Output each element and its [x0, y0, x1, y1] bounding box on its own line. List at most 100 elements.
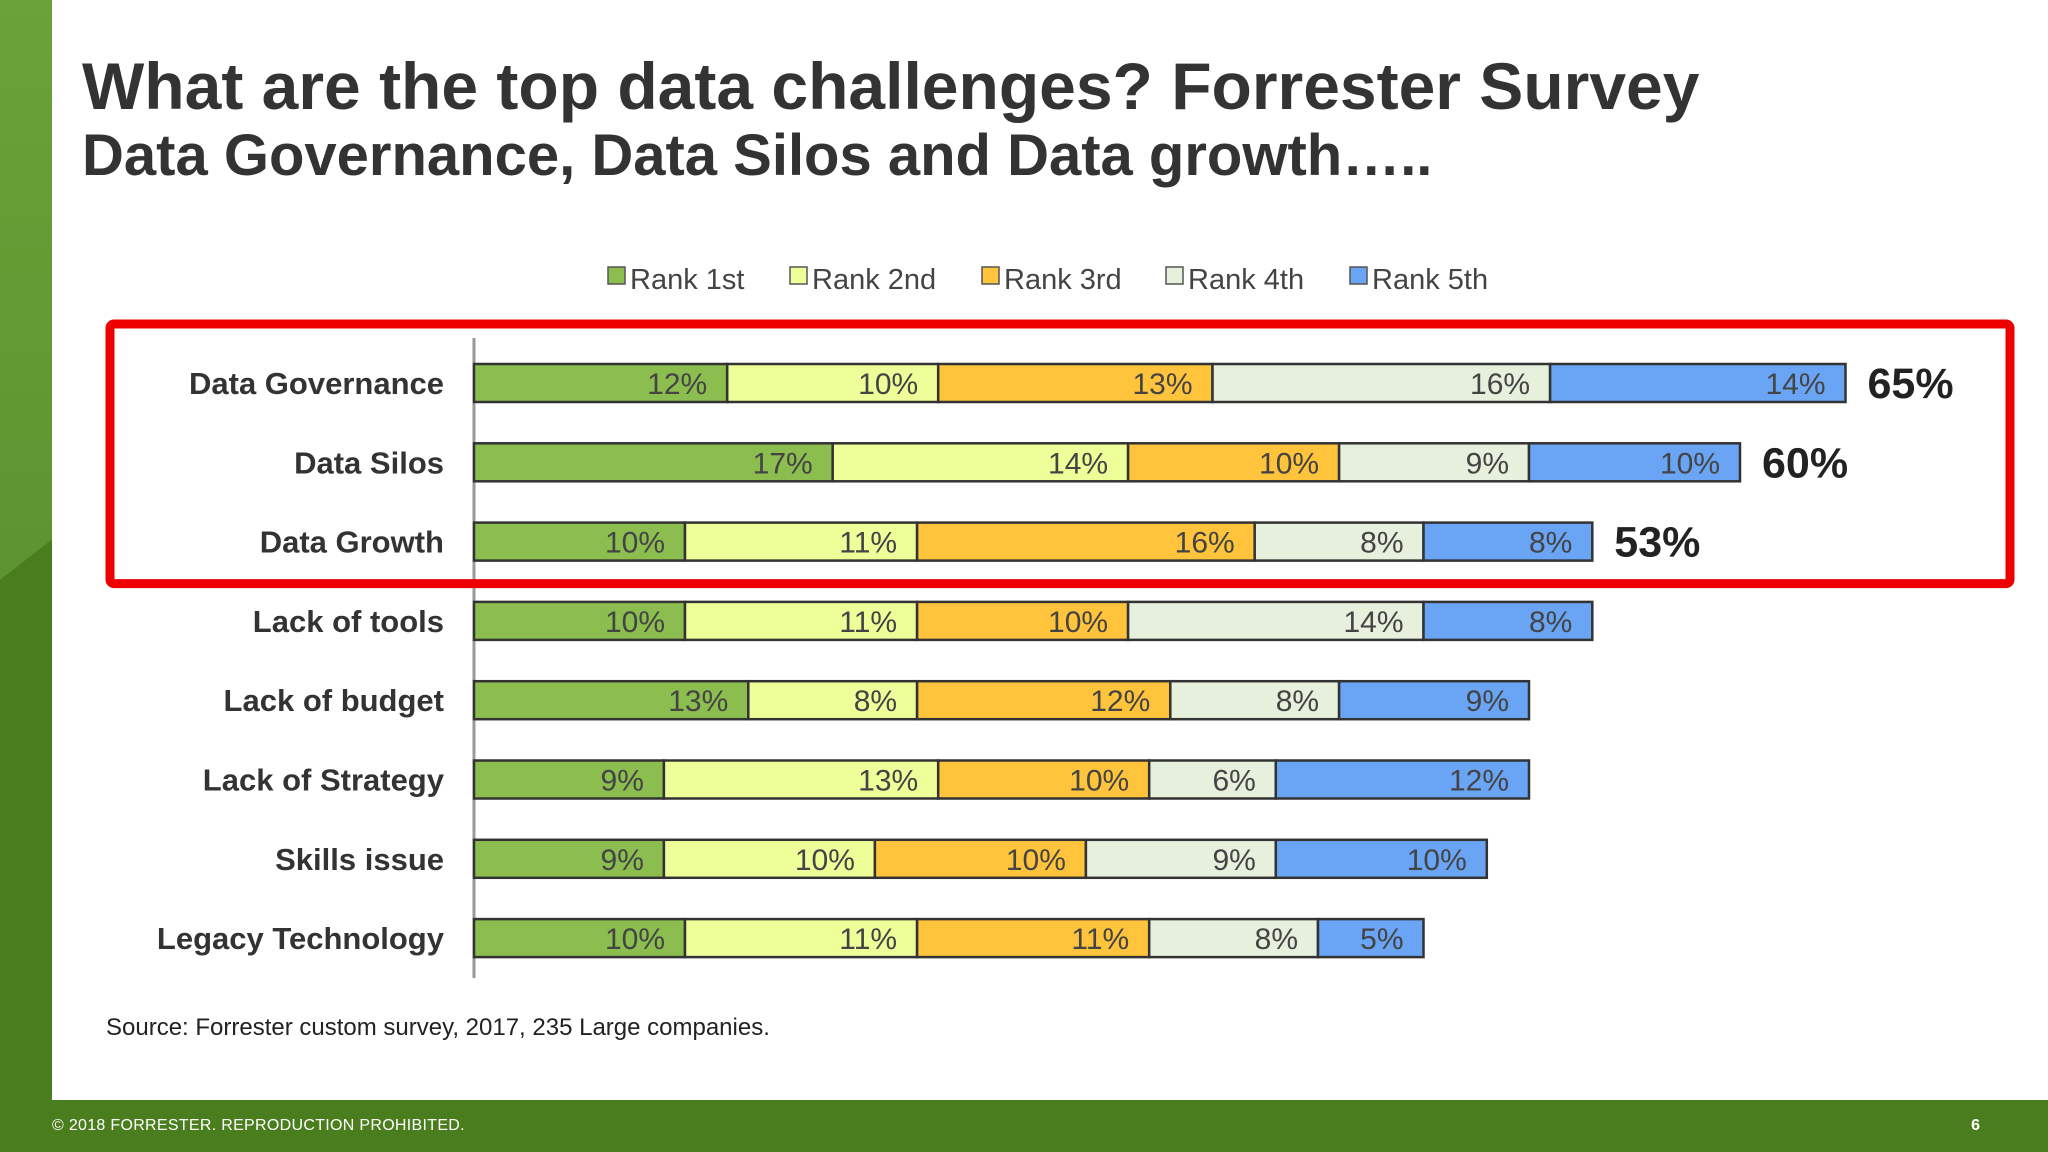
- bar-label-data-governance-rank-1st: 12%: [647, 368, 707, 401]
- bar-label-legacy-technology-rank-5th: 5%: [1360, 923, 1403, 956]
- legend-label-rank-4th: Rank 4th: [1188, 264, 1304, 296]
- bar-label-lack-of-tools-rank-2nd: 11%: [839, 606, 897, 639]
- legend-label-rank-2nd: Rank 2nd: [812, 264, 936, 296]
- bar-label-lack-of-tools-rank-3rd: 10%: [1048, 606, 1108, 639]
- bar-label-data-growth-rank-2nd: 11%: [839, 527, 897, 560]
- bar-data-silos-rank-5th: [1527, 442, 1742, 483]
- bar-label-data-growth-rank-3rd: 16%: [1175, 527, 1235, 560]
- bar-data-silos-rank-1st: [472, 442, 834, 483]
- bar-data-growth-rank-3rd: [915, 521, 1256, 562]
- bar-label-skills-issue-rank-5th: 10%: [1407, 844, 1467, 877]
- bar-data-silos-rank-2nd: [831, 442, 1130, 483]
- bar-data-growth-rank-1st: [472, 521, 687, 562]
- bar-lack-of-tools-rank-3rd: [915, 600, 1130, 642]
- bar-legacy-technology-rank-5th: [1316, 917, 1425, 959]
- bar-data-silos-rank-4th: [1337, 442, 1531, 483]
- bar-data-governance-rank-4th: [1211, 362, 1552, 404]
- legend-swatch-rank-3rd: [981, 266, 1000, 285]
- bar-label-lack-of-strategy-rank-4th: 6%: [1212, 765, 1255, 798]
- bar-lack-of-tools-rank-2nd: [683, 600, 919, 642]
- bar-label-data-silos-rank-4th: 9%: [1466, 447, 1509, 480]
- chart-legend: Rank 1st Rank 2nd Rank 3rd Rank 4th Rank 5th: [607, 264, 1488, 296]
- bar-data-growth-rank-5th: [1422, 521, 1594, 562]
- bar-lack-of-budget-rank-2nd: [747, 679, 919, 721]
- bar-label-lack-of-tools-rank-4th: 14%: [1343, 606, 1403, 639]
- bar-label-data-silos-rank-3rd: 10%: [1259, 447, 1319, 480]
- total-label-data-governance: 65%: [1868, 360, 1954, 408]
- category-label-data-governance: Data Governance: [189, 366, 444, 401]
- category-label-data-growth: Data Growth: [260, 525, 444, 560]
- bar-lack-of-budget-rank-5th: [1337, 679, 1531, 721]
- bar-label-lack-of-strategy-rank-5th: 12%: [1449, 765, 1509, 798]
- total-labels: 65% 60% 53%: [1614, 360, 1953, 567]
- bar-lack-of-tools-rank-5th: [1422, 600, 1594, 642]
- copyright-text: © 2018 FORRESTER. REPRODUCTION PROHIBITE…: [52, 1117, 465, 1134]
- bar-label-data-governance-rank-5th: 14%: [1765, 368, 1825, 401]
- bar-lack-of-strategy-rank-1st: [472, 759, 666, 800]
- legend-swatch-rank-5th: [1349, 266, 1368, 285]
- bar-label-data-governance-rank-3rd: 13%: [1132, 368, 1192, 401]
- bar-label-legacy-technology-rank-3rd: 11%: [1071, 923, 1129, 956]
- bar-skills-issue-rank-4th: [1084, 838, 1278, 880]
- bar-label-data-governance-rank-4th: 16%: [1470, 368, 1530, 401]
- bar-skills-issue-rank-2nd: [662, 838, 877, 880]
- bar-legacy-technology-rank-4th: [1147, 917, 1320, 959]
- bar-label-skills-issue-rank-2nd: 10%: [795, 844, 855, 877]
- highlight-box: [105, 319, 2015, 589]
- bar-label-lack-of-tools-rank-1st: 10%: [605, 606, 665, 639]
- legend-swatch-rank-2nd: [789, 266, 808, 285]
- bar-label-skills-issue-rank-4th: 9%: [1212, 844, 1255, 877]
- category-label-data-silos: Data Silos: [294, 445, 444, 480]
- bar-label-lack-of-budget-rank-3rd: 12%: [1090, 685, 1150, 718]
- bar-label-data-governance-rank-2nd: 10%: [858, 368, 918, 401]
- bar-data-governance-rank-5th: [1548, 362, 1847, 404]
- bar-lack-of-budget-rank-4th: [1169, 679, 1341, 721]
- bar-label-skills-issue-rank-3rd: 10%: [1006, 844, 1066, 877]
- category-labels: Data Governance Data Silos Data Growth Lack…: [157, 366, 445, 956]
- stacked-bar-chart: Rank 1st Rank 2nd Rank 3rd Rank 4th Rank 5th…: [105, 264, 2015, 979]
- bar-skills-issue-rank-1st: [472, 838, 666, 880]
- bar-label-lack-of-strategy-rank-2nd: 13%: [858, 765, 918, 798]
- bar-label-lack-of-budget-rank-2nd: 8%: [854, 685, 897, 718]
- bar-label-lack-of-strategy-rank-3rd: 10%: [1069, 765, 1129, 798]
- bar-label-data-growth-rank-4th: 8%: [1360, 527, 1403, 560]
- bar-skills-issue-rank-3rd: [873, 838, 1088, 880]
- category-label-lack-of-strategy: Lack of Strategy: [203, 763, 445, 798]
- total-label-data-growth: 53%: [1614, 519, 1700, 567]
- bar-label-lack-of-budget-rank-4th: 8%: [1276, 685, 1319, 718]
- legend-swatch-rank-1st: [607, 266, 626, 285]
- legend-label-rank-1st: Rank 1st: [630, 264, 744, 296]
- bar-label-data-silos-rank-1st: 17%: [753, 447, 813, 480]
- category-label-skills-issue: Skills issue: [275, 842, 444, 877]
- bar-label-lack-of-strategy-rank-1st: 9%: [601, 765, 644, 798]
- bar-label-skills-issue-rank-1st: 9%: [601, 844, 644, 877]
- bar-legacy-technology-rank-2nd: [683, 917, 919, 959]
- bar-lack-of-tools-rank-4th: [1126, 600, 1425, 642]
- bar-label-lack-of-budget-rank-1st: 13%: [668, 685, 728, 718]
- bar-lack-of-strategy-rank-3rd: [936, 759, 1151, 800]
- legend-label-rank-5th: Rank 5th: [1372, 264, 1488, 296]
- category-label-lack-of-budget: Lack of budget: [224, 683, 444, 718]
- bar-legacy-technology-rank-3rd: [915, 917, 1151, 959]
- bar-label-data-growth-rank-5th: 8%: [1529, 527, 1572, 560]
- bar-label-legacy-technology-rank-1st: 10%: [605, 923, 665, 956]
- bar-label-lack-of-tools-rank-5th: 8%: [1529, 606, 1572, 639]
- bar-label-legacy-technology-rank-4th: 8%: [1255, 923, 1298, 956]
- chart-bars: 12% 10% 13% 16% 14% 17% 14% 10% 9% 10% 10% 11% 16% 8%…: [472, 362, 1847, 959]
- bar-label-data-silos-rank-2nd: 14%: [1048, 447, 1108, 480]
- slide-footer: © 2018 FORRESTER. REPRODUCTION PROHIBITE…: [0, 1100, 2048, 1152]
- bar-label-data-growth-rank-1st: 10%: [605, 527, 665, 560]
- slide-title: What are the top data challenges? Forres…: [82, 49, 1700, 123]
- source-note: Source: Forrester custom survey, 2017, 2…: [106, 1014, 770, 1041]
- legend-label-rank-3rd: Rank 3rd: [1004, 264, 1122, 296]
- bar-skills-issue-rank-5th: [1274, 838, 1489, 880]
- legend-swatch-rank-4th: [1165, 266, 1184, 285]
- slide-subtitle: Data Governance, Data Silos and Data gro…: [82, 123, 1433, 188]
- bar-data-growth-rank-4th: [1253, 521, 1425, 562]
- bar-label-data-silos-rank-5th: 10%: [1660, 447, 1720, 480]
- total-label-data-silos: 60%: [1762, 439, 1848, 487]
- left-green-band-highlight: [0, 0, 52, 580]
- category-label-lack-of-tools: Lack of tools: [253, 604, 444, 639]
- bar-lack-of-strategy-rank-5th: [1274, 759, 1531, 800]
- bar-data-governance-rank-2nd: [725, 362, 940, 404]
